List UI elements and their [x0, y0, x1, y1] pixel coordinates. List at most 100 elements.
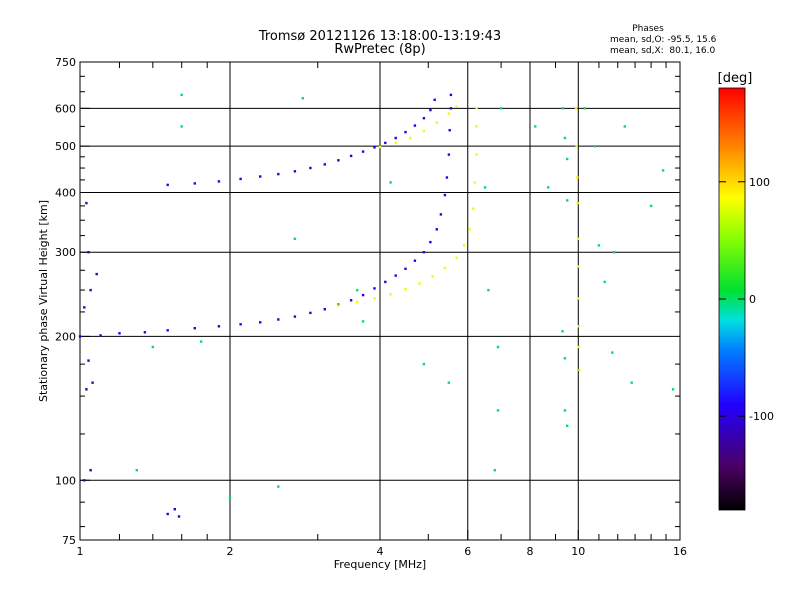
data-point [361, 293, 365, 297]
data-point [180, 125, 183, 128]
data-point [471, 207, 475, 210]
data-point [85, 201, 88, 205]
data-point [404, 130, 407, 134]
phases-x-stats: mean, sd,X: 80.1, 16.0 [610, 46, 716, 56]
data-point [87, 251, 90, 254]
colorbar-label: [deg] [718, 71, 753, 86]
x-tick-label: 1 [77, 545, 84, 558]
data-point [166, 512, 169, 516]
data-point [447, 153, 451, 156]
data-point [473, 181, 476, 184]
data-point [361, 320, 365, 323]
data-point [373, 146, 376, 149]
plot-area: 1 2 4 6 8 10 16 75 100 200 300 400 500 600 750 [55, 56, 687, 558]
data-point [356, 300, 359, 304]
data-point [418, 282, 421, 285]
data-point [493, 469, 496, 472]
data-point [499, 107, 503, 110]
data-point [293, 315, 297, 318]
data-point [378, 145, 382, 149]
data-point [180, 93, 183, 97]
colorbar-tick-label: 0 [749, 293, 756, 306]
data-point [404, 288, 407, 291]
data-point [583, 107, 586, 110]
data-point [597, 244, 601, 247]
data-point [566, 424, 569, 427]
data-point [85, 388, 88, 391]
data-point [404, 267, 407, 270]
x-tick-label: 16 [673, 545, 687, 558]
data-point [349, 299, 353, 302]
data-point [413, 259, 417, 262]
data-point [577, 345, 580, 349]
axis-ticks: 1 2 4 6 8 10 16 75 100 200 300 400 500 600 750 [55, 56, 687, 558]
data-point [577, 237, 580, 240]
data-point [389, 181, 392, 184]
data-point [475, 107, 478, 110]
colorbar-tick-label: 100 [749, 176, 770, 189]
data-point [455, 256, 458, 259]
data-point [217, 325, 221, 328]
data-point [422, 129, 426, 133]
data-point [566, 157, 569, 161]
data-point [649, 204, 653, 208]
data-point [422, 362, 426, 366]
data-point [413, 124, 417, 127]
y-tick-label: 500 [55, 140, 76, 153]
data-point [422, 251, 426, 254]
data-point [487, 288, 490, 292]
data-point [429, 240, 432, 244]
data-point [373, 287, 376, 290]
data-point [447, 381, 451, 384]
x-tick-label: 4 [377, 545, 384, 558]
x-tick-label: 6 [464, 545, 471, 558]
data-point [91, 381, 94, 384]
data-point [433, 98, 436, 101]
y-tick-label: 400 [55, 186, 76, 199]
y-tick-label: 100 [55, 474, 76, 487]
data-point [496, 409, 500, 412]
data-point [443, 266, 447, 270]
colorbar-ticks: 100 0 -100 [719, 176, 774, 423]
data-point [199, 340, 203, 343]
y-axis-label: Stationary phase Virtual Height [km] [37, 200, 50, 402]
data-point [277, 485, 280, 488]
data-point [239, 323, 242, 326]
data-point [177, 515, 181, 518]
y-tick-label: 750 [55, 56, 76, 69]
data-points [78, 93, 675, 518]
data-point [475, 125, 478, 128]
data-point [435, 121, 438, 124]
data-point [462, 244, 466, 247]
data-point [422, 117, 426, 120]
data-point [309, 311, 312, 315]
data-point [563, 357, 567, 360]
data-point [217, 180, 221, 183]
data-point [576, 176, 579, 179]
data-point [166, 183, 169, 187]
data-point [563, 409, 567, 412]
data-point [496, 345, 500, 349]
data-point [611, 351, 614, 354]
data-point [429, 108, 432, 112]
data-point [239, 177, 242, 181]
chart-title: Tromsø 20121126 13:18:00-13:19:43 [258, 29, 501, 44]
data-point [87, 359, 90, 362]
data-point [577, 297, 580, 300]
data-point [228, 496, 232, 499]
data-point [173, 508, 176, 511]
colorbar-tick-label: -100 [749, 410, 774, 423]
data-point [394, 136, 397, 140]
data-point [566, 199, 569, 202]
data-point [623, 125, 626, 128]
data-point [577, 325, 580, 328]
data-point [293, 170, 297, 173]
y-tick-label: 600 [55, 102, 76, 115]
data-point [337, 304, 340, 307]
data-point [431, 275, 434, 278]
data-point [575, 145, 578, 148]
data-point [576, 201, 579, 205]
data-point [83, 306, 86, 309]
data-point [95, 272, 98, 276]
